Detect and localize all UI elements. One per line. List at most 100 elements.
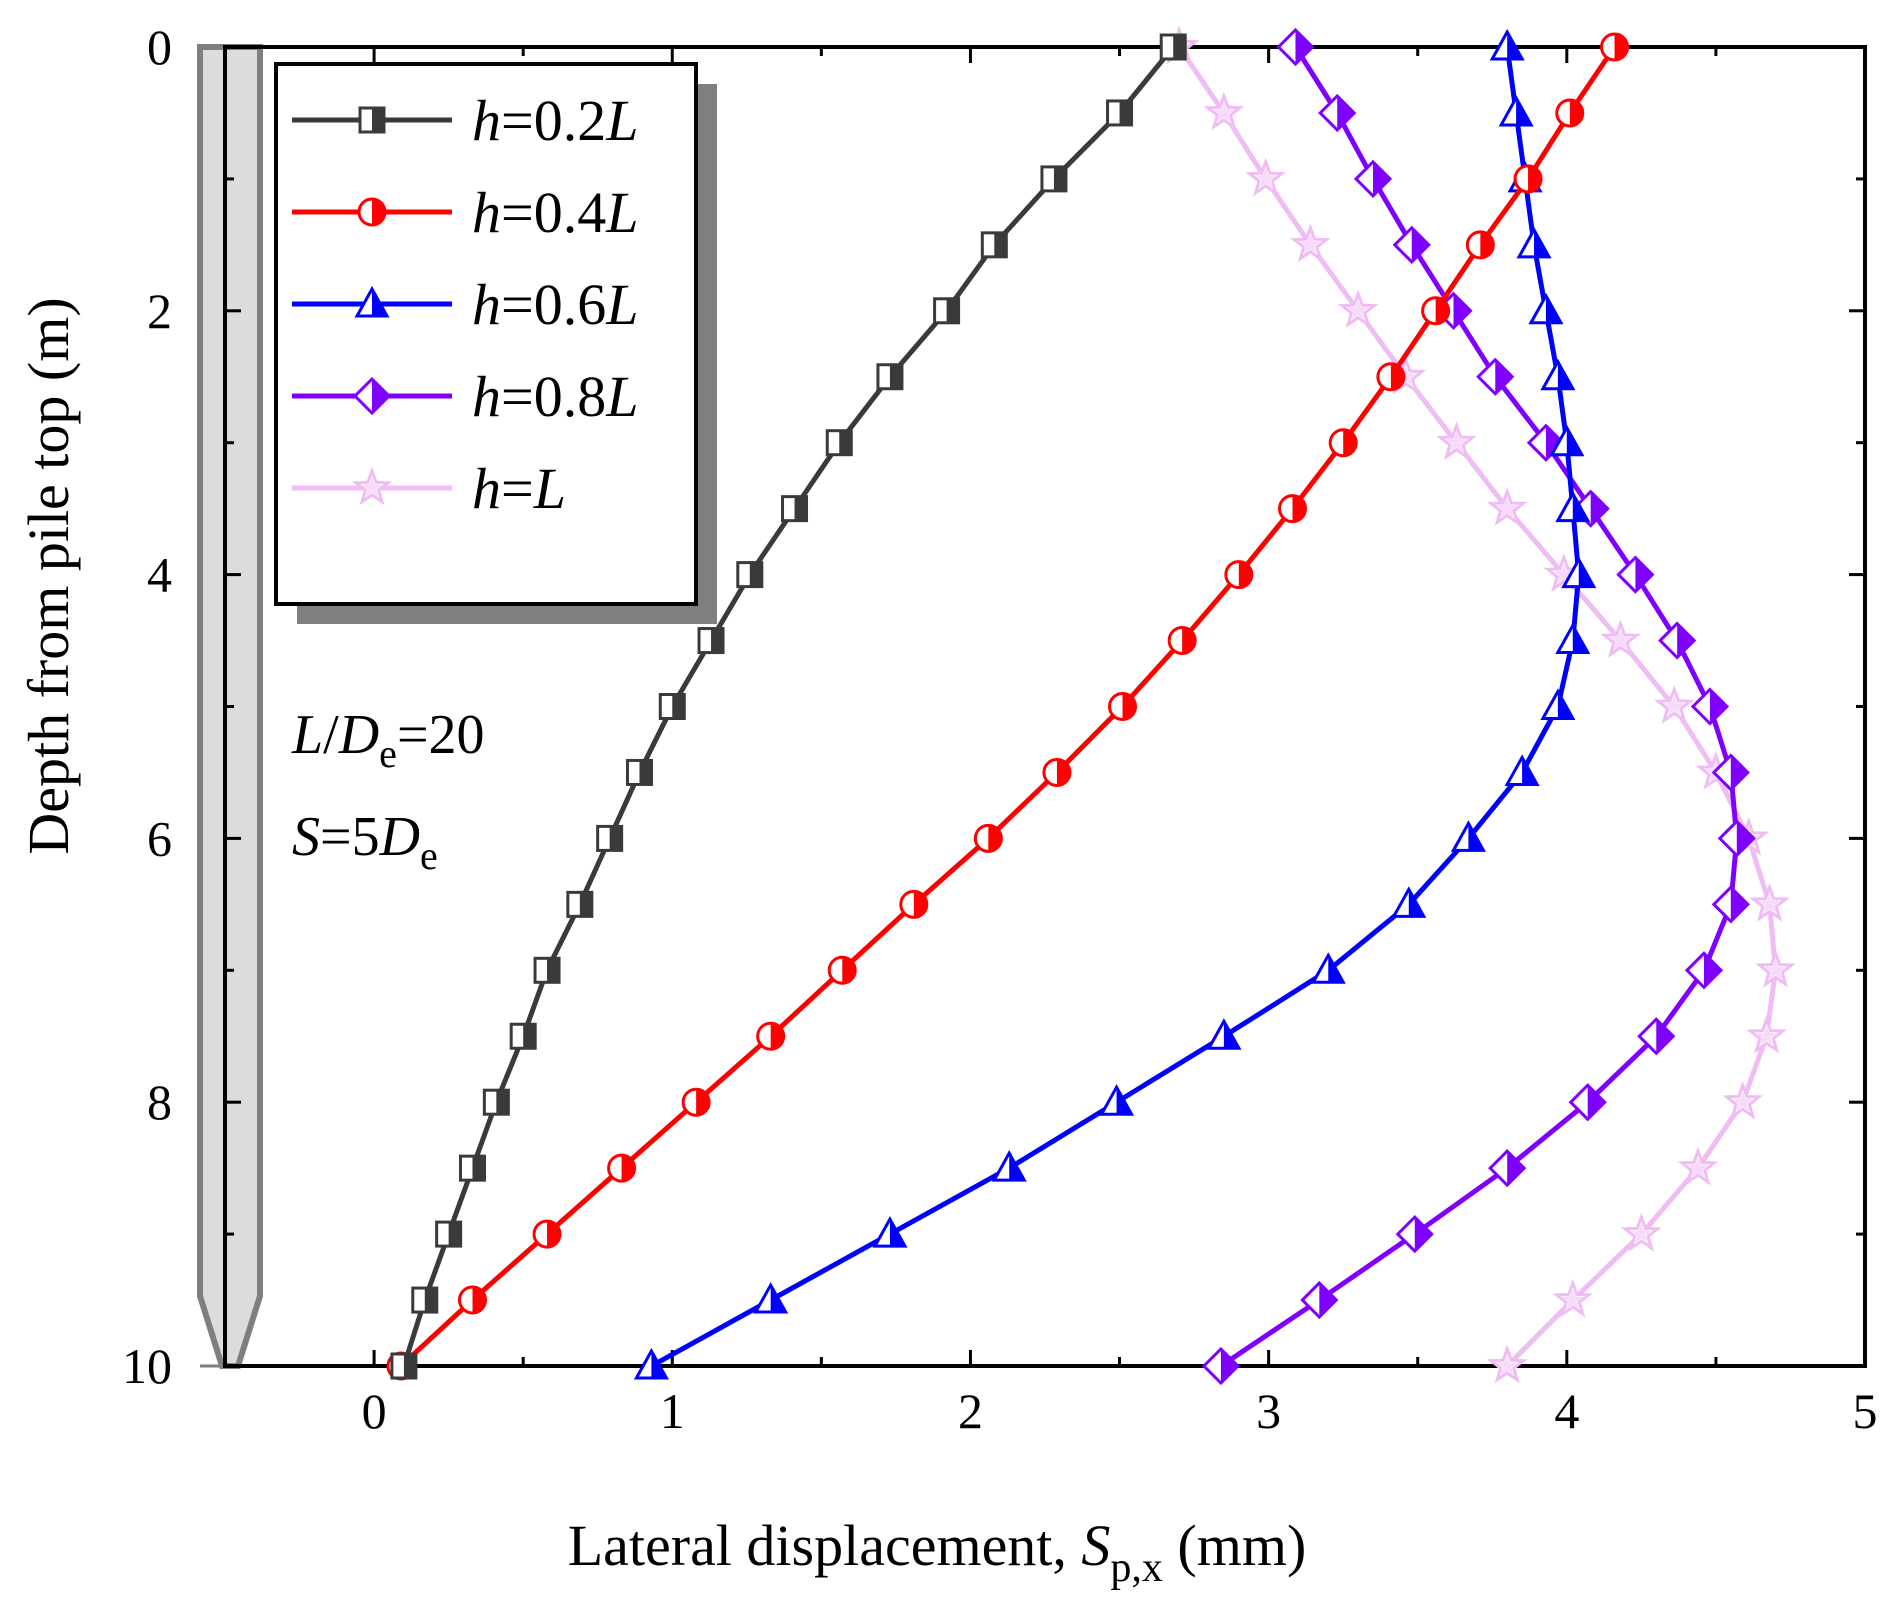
marker-fill [1480,231,1494,258]
data-point-h08 [1201,1346,1241,1386]
legend-marker-h10 [351,466,393,506]
marker-fill [1572,625,1588,653]
x-axis-title: Lateral displacement, Sp,x (mm) [568,1513,1307,1591]
y-tick-labels: 0 2 4 6 8 10 [122,19,172,1394]
anno2-eq: =5 [320,806,380,868]
marker-fill [1468,823,1484,851]
legend-label-eq: =0.6 [501,272,606,337]
data-point-h02 [933,297,961,325]
legend-entry-h08: h=0.8L [292,364,638,429]
marker-fill [1299,233,1321,254]
data-point-h06 [1561,556,1597,589]
marker-fill [1614,34,1628,60]
data-point-h08 [1568,1083,1607,1122]
annotation-length-ratio: L/De=20 [291,704,485,776]
x-tick-label: 5 [1853,1383,1878,1439]
data-point-h08 [1395,1214,1434,1254]
marker-fill [361,477,383,497]
data-point-h06 [1540,358,1576,391]
data-point-h08 [1637,1017,1676,1056]
marker-fill [1408,889,1424,917]
legend-label-l: L [605,88,638,153]
legend-marker-h06 [354,285,390,318]
data-point-h04 [1167,626,1197,656]
marker-fill [424,1288,437,1313]
anno1-d: D [338,704,379,766]
data-point-h06 [1099,1084,1135,1116]
legend-entries: h=0.2Lh=0.4Lh=0.6Lh=0.8Lh=L [292,88,638,521]
marker-fill [579,892,592,917]
marker-fill [794,496,807,521]
marker-fill [696,1089,710,1116]
marker-fill [651,1351,667,1378]
marker-fill [1496,497,1518,518]
marker-fill [1223,1021,1239,1049]
data-point-h08 [1658,621,1697,660]
marker-fill [1292,495,1306,522]
marker-fill [1663,695,1685,716]
data-point-h06 [1555,490,1591,523]
marker-fill [1337,95,1355,130]
data-point-h02 [411,1286,439,1314]
marker-fill [889,364,902,389]
anno2-sub: e [420,833,438,878]
marker-fill [1373,161,1390,196]
marker-fill [1569,99,1583,126]
marker-fill [839,430,852,455]
y-axis-title: Depth from pile top (m) [16,297,81,854]
data-point-h10 [1722,1080,1764,1120]
data-point-h02 [781,495,809,523]
data-point-h08 [1711,753,1750,792]
marker-fill [1759,893,1780,914]
legend-marker-h02 [358,106,386,134]
marker-fill [1703,953,1721,988]
series-h06 [633,28,1597,1380]
legend-label-h: h [472,272,501,337]
marker-fill [547,1221,561,1248]
marker-fill [372,289,387,316]
marker-fill [1732,1091,1754,1112]
data-point-h04 [1555,98,1585,128]
marker-fill [1656,1019,1674,1054]
marker-fill [1411,227,1429,262]
legend-label: h=0.2L [472,88,638,153]
marker-fill [889,1219,905,1247]
legend-label-l: L [605,272,638,337]
legend-label-l: L [533,456,566,521]
marker-fill [403,1354,416,1378]
data-point-h04 [1224,560,1254,590]
marker-fill [1295,30,1313,64]
data-point-h04 [1465,230,1495,260]
data-point-h04 [1600,32,1630,62]
legend-label-eq: =0.2 [501,88,606,153]
marker-fill [523,1024,536,1049]
marker-fill [1238,561,1252,588]
marker-fill [1122,693,1136,720]
data-point-h08 [1690,687,1730,726]
data-point-h08 [1711,885,1750,924]
data-point-h06 [1555,622,1591,655]
marker-fill [988,825,1002,852]
series-h10 [1158,25,1796,1384]
data-point-h06 [1310,952,1346,984]
data-point-h04 [1042,757,1072,787]
data-point-h08 [1717,819,1756,858]
data-point-h06 [1391,886,1427,918]
data-point-h04 [1328,428,1358,458]
marker-fill [946,298,959,323]
legend-label: h=0.4L [472,180,638,245]
data-point-h10 [1746,1014,1787,1054]
marker-fill [1390,363,1404,390]
data-point-h06 [1540,688,1576,720]
legend: h=0.2Lh=0.4Lh=0.6Lh=0.8Lh=L [274,62,717,624]
marker-fill [749,562,762,587]
marker-fill [1687,1157,1709,1177]
marker-fill [1182,627,1196,654]
x-tick-label: 2 [958,1383,983,1439]
series-layer [386,25,1796,1386]
marker-fill [1507,32,1523,59]
x-tick-label: 4 [1554,1383,1579,1439]
data-point-h02 [658,693,686,720]
data-point-h04 [457,1285,487,1315]
marker-fill [372,108,384,132]
